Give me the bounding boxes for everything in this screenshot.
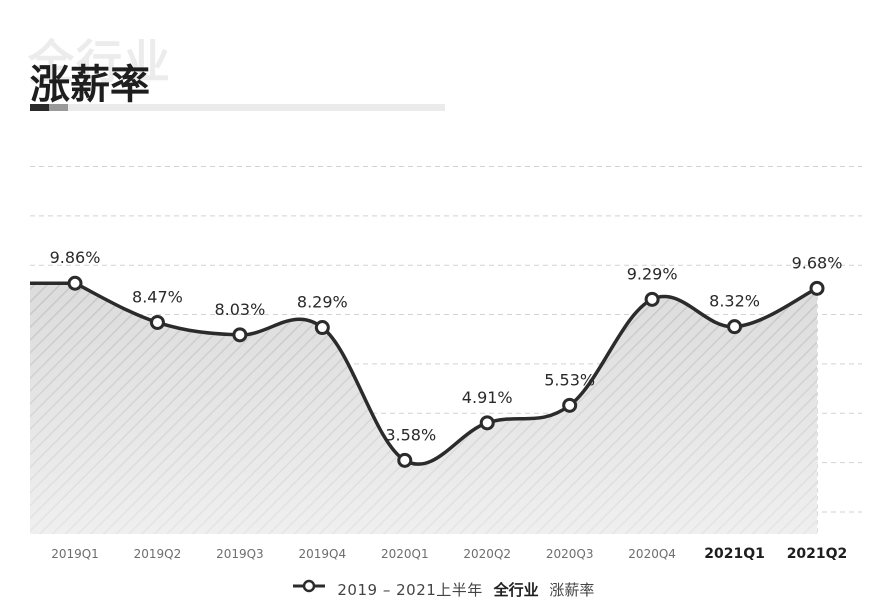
x-axis-label: 2020Q1 (381, 547, 429, 561)
x-axis-labels: 2019Q1 2019Q2 2019Q3 2019Q4 2020Q1 2020Q2 2020… (51, 546, 847, 562)
data-label: 8.32% (709, 292, 760, 311)
data-label: 9.86% (50, 248, 101, 267)
x-axis-label: 2021Q2 (787, 546, 848, 562)
data-label: 3.58% (385, 425, 436, 444)
header: 全行业 涨薪率 (0, 0, 887, 130)
x-axis-label: 2021Q1 (704, 546, 765, 562)
page-title: 涨薪率 (30, 62, 150, 108)
data-label: 9.29% (627, 264, 678, 283)
x-axis-label: 2019Q3 (216, 547, 264, 561)
x-axis-label: 2020Q3 (546, 547, 594, 561)
title-underline-accent-dark (30, 104, 49, 111)
data-label: 8.47% (132, 287, 183, 306)
data-label: 9.68% (792, 253, 843, 272)
data-labels: 9.86% 8.47% 8.03% 8.29% 3.58% 4.91% 5.53% 9.29%… (50, 248, 843, 444)
data-point (67, 275, 83, 291)
data-label: 8.03% (214, 300, 265, 319)
data-point (809, 280, 825, 296)
data-point (644, 291, 660, 307)
data-point (479, 415, 495, 431)
data-label: 8.29% (297, 293, 348, 312)
data-point (232, 327, 248, 343)
legend-metric: 涨薪率 (549, 581, 595, 599)
series-line (30, 281, 818, 466)
data-point (149, 314, 165, 330)
data-label: 5.53% (544, 370, 595, 389)
x-axis-label: 2020Q4 (628, 547, 676, 561)
legend-segment: 全行业 (493, 581, 539, 599)
legend: 2019 – 2021上半年 全行业 涨薪率 (0, 578, 887, 600)
title-underline (30, 104, 445, 111)
area-fade-overlay (30, 283, 817, 534)
x-axis-label: 2019Q2 (134, 547, 182, 561)
data-point (397, 452, 413, 468)
data-point (727, 319, 743, 335)
x-axis-label: 2020Q2 (463, 547, 511, 561)
x-axis-label: 2019Q4 (299, 547, 347, 561)
legend-line-marker-icon (292, 579, 325, 593)
data-label: 4.91% (462, 388, 513, 407)
data-point (562, 397, 578, 413)
title-watermark: 全行业 (28, 35, 172, 89)
x-axis-label: 2019Q1 (51, 547, 99, 561)
title-underline-accent-gray (49, 104, 68, 111)
legend-range: 2019 – 2021上半年 (337, 581, 483, 599)
data-point (314, 320, 330, 336)
data-points (67, 275, 825, 468)
